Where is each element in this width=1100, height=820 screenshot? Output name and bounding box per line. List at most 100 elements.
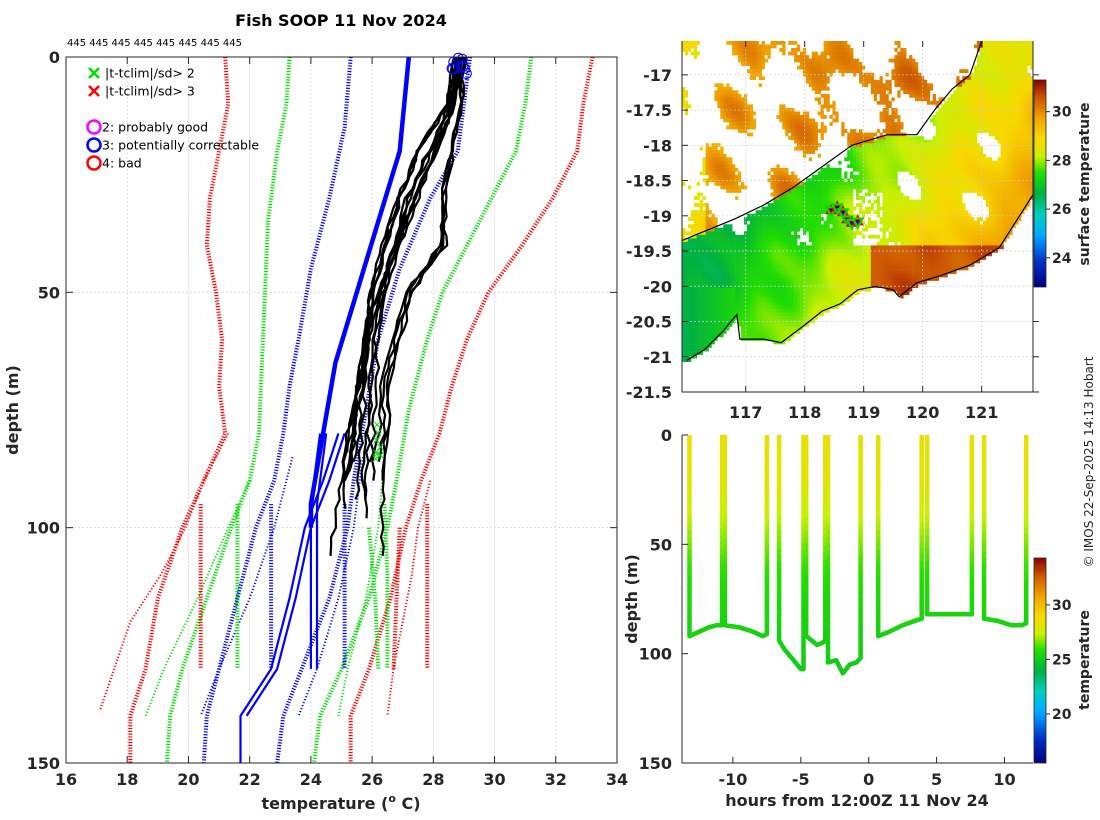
- sst-cell: [782, 227, 786, 232]
- sst-cell: [864, 277, 869, 281]
- sst-cell: [859, 129, 863, 133]
- sst-cell: [832, 167, 836, 172]
- sst-cell: [714, 308, 718, 313]
- sst-cell: [794, 294, 798, 299]
- sst-cell: [906, 210, 910, 215]
- sst-cell: [873, 270, 877, 274]
- sst-cell: [738, 322, 742, 327]
- sst-cell: [693, 266, 698, 271]
- sst-cell: [800, 294, 804, 299]
- sst-cell: [726, 241, 730, 246]
- sst-cell: [814, 192, 818, 197]
- sst-cell: [720, 90, 724, 95]
- sst-cell: [693, 245, 698, 250]
- sst-cell: [950, 256, 954, 260]
- sst-cell: [888, 252, 892, 257]
- sst-cell: [929, 182, 934, 186]
- sst-cell: [941, 203, 945, 207]
- sst-cell: [776, 291, 780, 296]
- sst-cell: [962, 150, 966, 155]
- sst-cell: [794, 146, 798, 151]
- sst-cell: [738, 273, 742, 278]
- sst-cell: [752, 322, 757, 327]
- sst-cell: [823, 203, 827, 207]
- sst-cell: [929, 100, 934, 105]
- x-tick-label: 22: [239, 770, 261, 789]
- sst-cell: [773, 256, 777, 260]
- sst-cell: [844, 238, 848, 243]
- sst-cell: [738, 259, 742, 264]
- sst-cell: [805, 79, 810, 84]
- sst-cell: [882, 129, 886, 133]
- sst-cell: [959, 224, 963, 229]
- sst-cell: [894, 245, 898, 250]
- sst-cell: [953, 139, 957, 144]
- sst-cell: [847, 62, 851, 66]
- sst-cell: [853, 167, 857, 172]
- sst-cell: [758, 65, 762, 70]
- sst-cell: [788, 315, 792, 320]
- sst-cell: [838, 298, 842, 303]
- sst-cell: [684, 308, 689, 313]
- sst-cell: [859, 185, 863, 190]
- sst-cell: [705, 217, 709, 222]
- sst-cell: [729, 294, 733, 299]
- sst-cell: [743, 185, 748, 190]
- sst-cell: [950, 231, 954, 236]
- sst-cell: [767, 298, 771, 303]
- sst-cell: [838, 256, 842, 260]
- sst-cell: [820, 104, 824, 109]
- sst-cell: [811, 270, 816, 274]
- sst-cell: [826, 97, 830, 102]
- sst-cell: [844, 273, 848, 278]
- sst-cell: [743, 298, 748, 303]
- sst-cell: [752, 227, 757, 232]
- sst-cell: [773, 41, 777, 45]
- sst-cell: [696, 294, 700, 299]
- sst-cell: [702, 256, 706, 260]
- sst-cell: [823, 210, 827, 215]
- sst-cell: [959, 234, 963, 239]
- sst-cell: [776, 231, 780, 236]
- sst-cell: [918, 231, 922, 236]
- sst-cell: [953, 234, 957, 239]
- sst-cell: [817, 312, 821, 317]
- sst-cell: [690, 340, 695, 345]
- sst-cell: [947, 192, 951, 197]
- sst-cell: [826, 277, 830, 281]
- sst-cell: [856, 284, 860, 289]
- sst-cell: [953, 199, 957, 204]
- sst-cell: [741, 118, 745, 123]
- sst-cell: [912, 83, 916, 88]
- sst-cell: [782, 196, 786, 200]
- sst-cell: [723, 305, 727, 310]
- sst-cell: [891, 189, 895, 193]
- sst-cell: [823, 248, 827, 253]
- sst-cell: [844, 263, 848, 267]
- sst-cell: [800, 182, 804, 186]
- sst-cell: [785, 199, 789, 204]
- sst-cell: [900, 227, 904, 232]
- sst-cell: [876, 164, 880, 169]
- sst-cell: [956, 164, 960, 169]
- sst-cell: [749, 41, 754, 45]
- sst-cell: [906, 241, 910, 246]
- sst-cell: [776, 259, 780, 264]
- sst-cell: [749, 266, 754, 271]
- sst-cell: [746, 224, 751, 229]
- sst-cell: [888, 206, 892, 211]
- sst-cell: [944, 245, 948, 250]
- sst-cell: [900, 259, 904, 264]
- sst-cell: [690, 270, 695, 274]
- sst-cell: [690, 266, 695, 271]
- sst-cell: [720, 234, 724, 239]
- sst-cell: [906, 263, 910, 267]
- sst-cell: [956, 122, 960, 126]
- sst-cell: [702, 196, 706, 200]
- sst-cell: [953, 203, 957, 207]
- sst-cell: [684, 44, 689, 49]
- sst-cell: [814, 97, 818, 102]
- sst-cell: [959, 146, 963, 151]
- sst-cell: [761, 62, 765, 66]
- sst-cell: [797, 115, 801, 119]
